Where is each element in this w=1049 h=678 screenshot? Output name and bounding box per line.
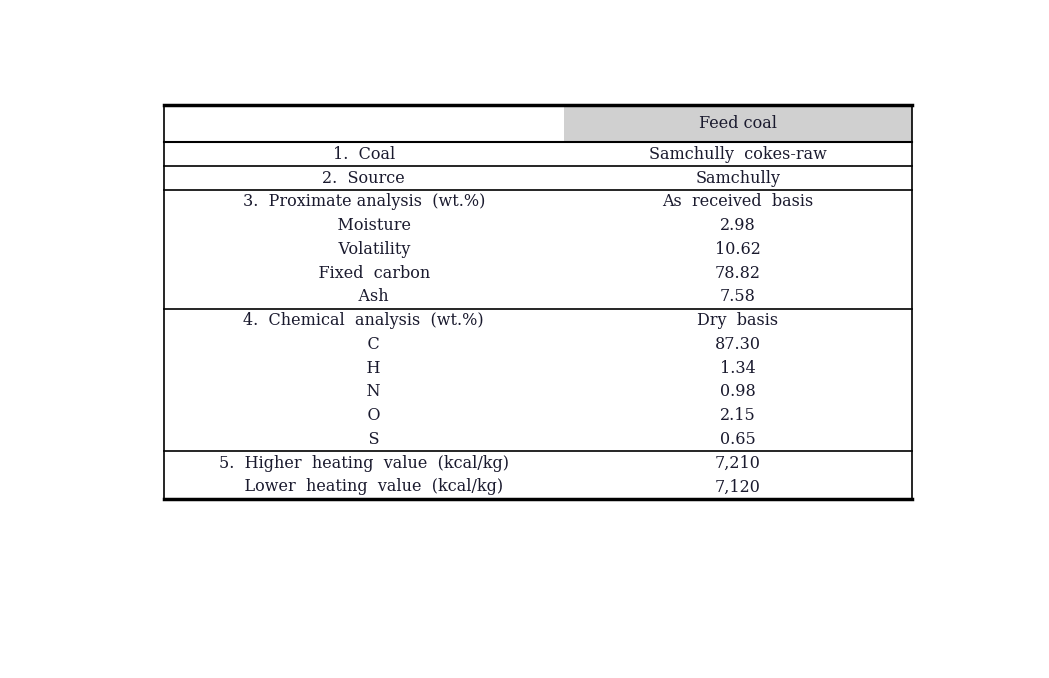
Text: As  received  basis: As received basis <box>662 193 813 210</box>
Text: 2.15: 2.15 <box>720 407 755 424</box>
Text: H: H <box>346 359 381 376</box>
Text: 5.  Higher  heating  value  (kcal/kg): 5. Higher heating value (kcal/kg) <box>219 455 509 472</box>
Text: Feed coal: Feed coal <box>699 115 776 132</box>
Text: 7,120: 7,120 <box>714 479 761 496</box>
Text: Moisture: Moisture <box>317 217 411 234</box>
Text: Lower  heating  value  (kcal/kg): Lower heating value (kcal/kg) <box>224 479 504 496</box>
Text: 2.98: 2.98 <box>720 217 755 234</box>
Text: Ash: Ash <box>339 288 389 305</box>
Text: O: O <box>347 407 381 424</box>
Text: 7.58: 7.58 <box>720 288 755 305</box>
Text: 0.98: 0.98 <box>720 383 755 400</box>
Text: Fixed  carbon: Fixed carbon <box>298 264 430 281</box>
Text: Volatility: Volatility <box>318 241 410 258</box>
Text: 4.  Chemical  analysis  (wt.%): 4. Chemical analysis (wt.%) <box>243 312 484 329</box>
Text: Samchully: Samchully <box>695 170 780 186</box>
Text: S: S <box>348 431 380 448</box>
Text: Dry  basis: Dry basis <box>698 312 778 329</box>
Bar <box>563 105 912 142</box>
Text: 3.  Proximate analysis  (wt.%): 3. Proximate analysis (wt.%) <box>242 193 485 210</box>
Text: Samchully  cokes-raw: Samchully cokes-raw <box>648 146 827 163</box>
Text: N: N <box>346 383 381 400</box>
Text: 7,210: 7,210 <box>714 455 761 472</box>
Text: 78.82: 78.82 <box>714 264 761 281</box>
Text: 87.30: 87.30 <box>714 336 761 353</box>
Text: 1.  Coal: 1. Coal <box>333 146 394 163</box>
Text: 10.62: 10.62 <box>714 241 761 258</box>
Text: 1.34: 1.34 <box>720 359 755 376</box>
Text: C: C <box>347 336 380 353</box>
Text: 0.65: 0.65 <box>720 431 755 448</box>
Text: 2.  Source: 2. Source <box>322 170 405 186</box>
